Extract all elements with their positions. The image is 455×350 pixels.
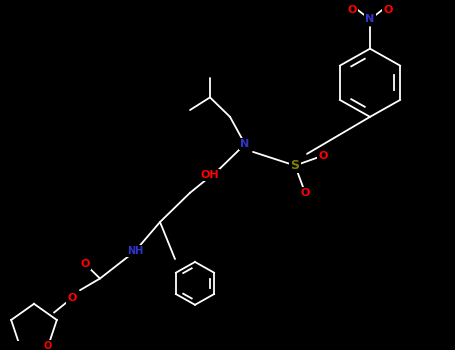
Text: O: O: [383, 5, 393, 15]
Text: O: O: [81, 259, 90, 269]
Text: O: O: [318, 151, 328, 161]
Text: NH: NH: [127, 246, 143, 256]
Text: O: O: [347, 5, 357, 15]
Text: O: O: [300, 188, 310, 198]
Text: O: O: [67, 293, 77, 303]
Text: S: S: [290, 159, 299, 172]
Text: O: O: [44, 341, 52, 350]
Text: N: N: [240, 139, 250, 149]
Text: OH: OH: [201, 170, 219, 180]
Text: N: N: [365, 14, 374, 25]
